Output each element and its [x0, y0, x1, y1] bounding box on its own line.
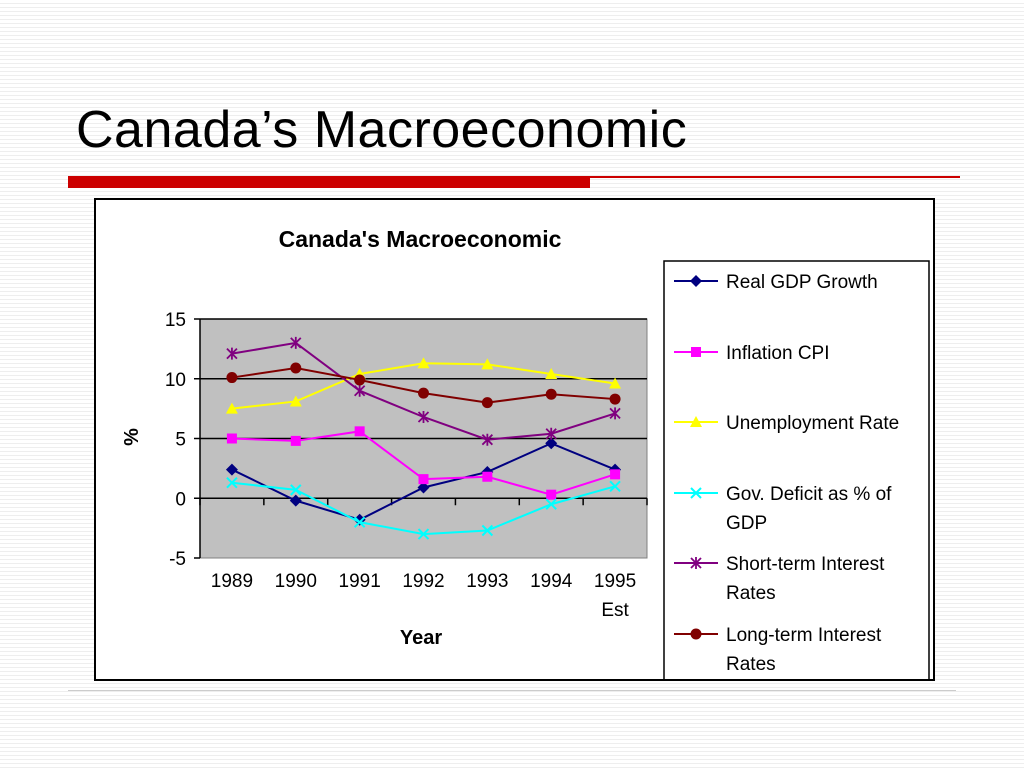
legend-swatch-marker [690, 557, 702, 569]
x-tick-label: 1991 [339, 571, 381, 592]
data-point [289, 395, 302, 407]
legend-entry: Unemployment Rate [674, 413, 899, 434]
legend-entry: Short-term Interest Rates [674, 554, 885, 604]
legend-label: Unemployment Rate [726, 413, 899, 434]
x-tick-label: 1992 [402, 571, 444, 592]
data-point [481, 433, 493, 446]
data-point [418, 474, 429, 485]
legend-swatch-marker [690, 275, 702, 287]
footer-divider [68, 690, 956, 691]
legend-swatch-marker [690, 416, 702, 427]
x-tick-label: 1989 [211, 571, 253, 592]
legend-label: Inflation CPI [726, 343, 830, 364]
x-tick-label: 1994 [530, 571, 573, 592]
legend-entry: Real GDP Growth [674, 272, 878, 293]
data-point [482, 471, 493, 482]
y-tick-label: 0 [175, 489, 186, 510]
data-point [226, 372, 238, 384]
legend-label: Real GDP Growth [726, 272, 878, 293]
x-tick-label: 1995 Est [594, 571, 636, 621]
data-point [545, 437, 558, 450]
data-point [609, 407, 621, 420]
data-point [354, 426, 365, 437]
x-axis-label: Year [400, 627, 442, 649]
data-point [417, 528, 430, 540]
data-point [481, 358, 494, 370]
slide-title: Canada’s Macroeconomic [76, 101, 688, 159]
data-point [418, 387, 429, 399]
title-underline-thin [590, 176, 960, 178]
y-tick-label: 10 [165, 370, 186, 391]
data-point [225, 402, 238, 414]
data-point [354, 384, 366, 397]
data-point [290, 435, 301, 446]
series-4 [226, 336, 621, 446]
y-tick-label: 5 [175, 430, 186, 451]
series-3 [226, 477, 621, 540]
legend-label: Short-term Interest Rates [726, 554, 885, 604]
data-point [290, 484, 302, 496]
data-point [546, 489, 557, 500]
data-point [417, 410, 430, 423]
data-point [290, 362, 302, 374]
x-tick-label: 1993 [466, 571, 508, 592]
data-point [290, 336, 302, 349]
legend-swatch-marker [690, 487, 702, 499]
legend-label: Long-term Interest Rates [726, 625, 882, 675]
chart-frame: Canada's Macroeconomic -5 0 5 10 15 1989 1990… [94, 198, 935, 682]
data-point [610, 469, 621, 480]
legend-entry: Long-term Interest Rates [674, 625, 882, 675]
y-tick-label: -5 [169, 549, 186, 570]
series-layer [225, 336, 622, 540]
plot-area [199, 318, 648, 559]
legend: Real GDP Growth Inflation CPI Unemployment… [663, 260, 930, 682]
data-point [545, 388, 557, 400]
legend-swatch-marker [690, 628, 702, 640]
data-point [609, 393, 621, 405]
data-point [353, 516, 366, 528]
line-chart: Canada's Macroeconomic -5 0 5 10 15 1989 1990… [121, 226, 930, 682]
legend-swatch-marker [691, 347, 701, 357]
data-point [225, 463, 238, 476]
data-point [609, 377, 622, 389]
x-axis: 1989 1990 1991 1992 1993 1994 1995 Est [199, 497, 648, 621]
data-point [226, 347, 238, 360]
data-point [289, 494, 302, 507]
data-point [545, 427, 557, 440]
data-point [481, 397, 493, 409]
data-point [226, 433, 237, 444]
legend-box [663, 260, 930, 682]
data-point [545, 367, 558, 379]
legend-entry: Inflation CPI [674, 343, 830, 364]
chart-title: Canada's Macroeconomic [279, 226, 562, 252]
data-point [226, 477, 238, 489]
legend-label: Gov. Deficit as % of GDP [726, 484, 892, 534]
series-1 [226, 426, 621, 500]
title-underline-accent [68, 176, 590, 188]
data-point [609, 480, 621, 493]
y-tick-label: 15 [165, 310, 186, 331]
data-point [417, 481, 430, 494]
data-point [417, 357, 430, 369]
y-axis-label: % [121, 428, 143, 446]
data-point [354, 374, 366, 386]
y-axis: -5 0 5 10 15 [165, 310, 201, 570]
data-point [545, 498, 557, 510]
series-5 [226, 362, 621, 409]
legend-entry: Gov. Deficit as % of GDP [674, 484, 892, 534]
x-tick-label: 1990 [275, 571, 317, 592]
data-point [481, 524, 494, 537]
